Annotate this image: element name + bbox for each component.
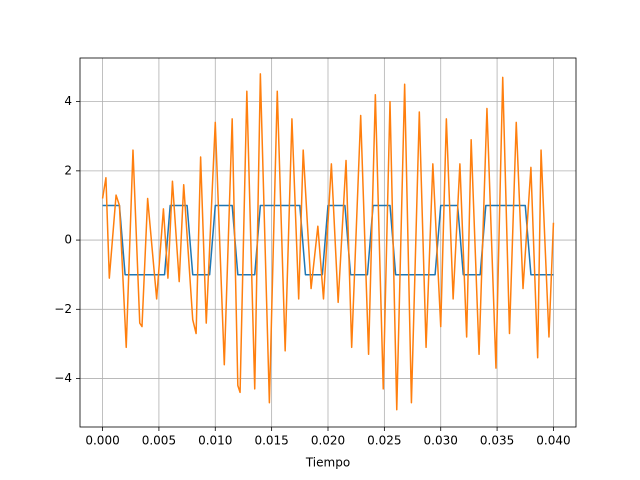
x-tick-label: 0.020 [311,434,345,448]
x-tick-label: 0.010 [198,434,232,448]
y-tick-label: −4 [54,371,72,385]
x-tick-label: 0.030 [424,434,458,448]
y-tick-label: 2 [64,163,72,177]
x-tick-label: 0.035 [480,434,514,448]
series-line [102,204,554,276]
series-line [101,73,555,411]
x-tick-label: 0.015 [254,434,288,448]
x-tick-label: 0.040 [536,434,570,448]
y-tick-label: 0 [64,233,72,247]
x-axis-label: Tiempo [305,456,350,470]
y-tick-label: −2 [54,302,72,316]
y-tick-label: 4 [64,94,72,108]
x-tick-label: 0.005 [142,434,176,448]
x-tick-label: 0.025 [367,434,401,448]
plot-layer [80,58,576,427]
x-tick-label: 0.000 [85,434,119,448]
